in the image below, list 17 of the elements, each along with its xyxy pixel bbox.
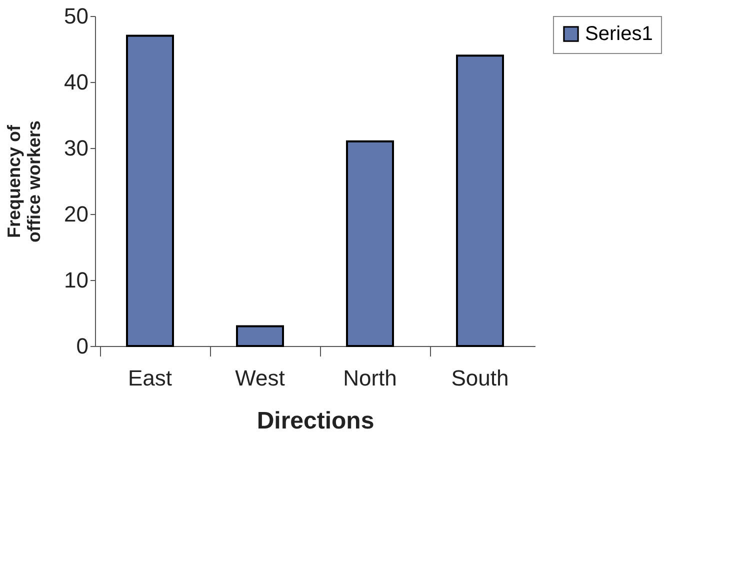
x-tick-label: West — [235, 366, 285, 390]
bar — [456, 54, 504, 347]
y-tick-label: 10 — [64, 268, 88, 292]
y-axis-title: Frequency of office workers — [4, 120, 44, 243]
y-tick-label: 40 — [64, 70, 88, 94]
x-axis-title: Directions — [256, 408, 374, 434]
y-tick-label: 20 — [64, 202, 88, 226]
y-tick-label: 50 — [64, 4, 88, 28]
bar — [126, 34, 174, 347]
x-tick-label: South — [451, 366, 509, 390]
x-tick-label: East — [128, 366, 172, 390]
bar — [346, 140, 394, 347]
bar — [236, 325, 284, 347]
y-tick-label: 0 — [76, 334, 88, 358]
y-tick-label: 30 — [64, 136, 88, 160]
legend-label: Series1 — [585, 23, 653, 45]
x-tick-label: North — [343, 366, 397, 390]
